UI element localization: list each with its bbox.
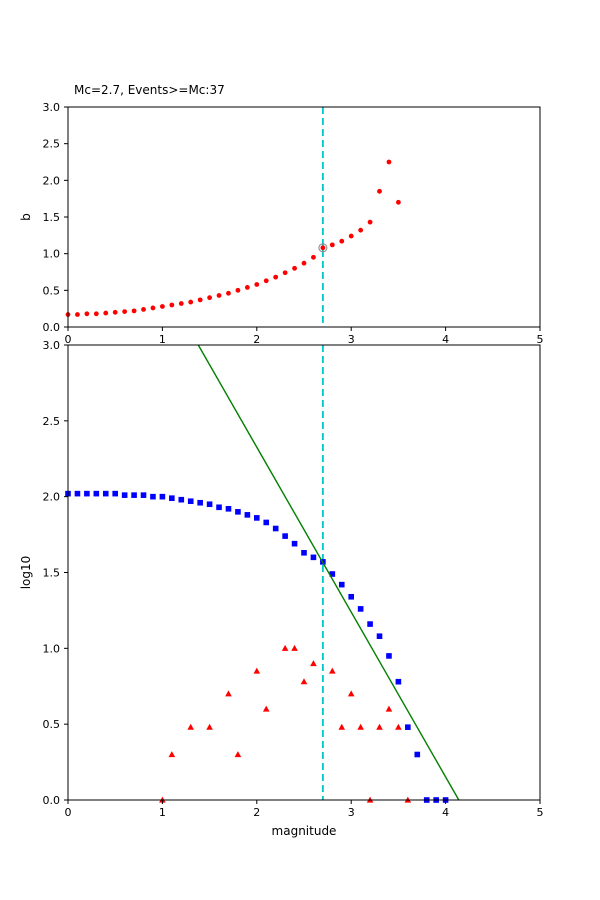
x-tick-label: 4: [442, 333, 449, 346]
x-tick-label: 1: [159, 333, 166, 346]
y-tick-label: 2.5: [43, 415, 61, 428]
y-tick-label: 0.5: [43, 718, 61, 731]
b-at-mc-marker: [318, 243, 328, 253]
cumulative-event-count-log10: [65, 490, 449, 803]
x-tick-label: 2: [253, 333, 260, 346]
y-tick-label: 1.0: [43, 642, 61, 655]
y-tick-label: 2.0: [43, 174, 61, 187]
x-tick-label: 1: [159, 806, 166, 819]
y-tick-label: 2.0: [43, 491, 61, 504]
x-tick-label: 3: [348, 333, 355, 346]
y-tick-label: 2.5: [43, 138, 61, 151]
y-tick-label: 1.5: [43, 211, 61, 224]
subplot-1: 0 1 2 3 4 5 0.0 0.5 1.0 1.5 2.0 2.5 3.0 Mc=2.7, Event…: [19, 83, 544, 346]
y-tick-label: 3.0: [43, 339, 61, 352]
x-tick-label: 5: [537, 806, 544, 819]
y-tick-label: 1.5: [43, 567, 61, 580]
y-tick-label: 0.0: [43, 794, 61, 807]
x-axis-label: magnitude: [272, 824, 337, 838]
axes-frame: [67, 344, 541, 801]
y-axis-label: log10: [19, 556, 33, 590]
x-tick-label: 4: [442, 806, 449, 819]
chart-title: Mc=2.7, Events>=Mc:37: [74, 83, 225, 97]
y-tick-label: 3.0: [43, 101, 61, 114]
x-tick-label: 0: [65, 806, 72, 819]
x-tick-label: 0: [65, 333, 72, 346]
y-tick-label: 1.0: [43, 248, 61, 261]
subplot-2: 0 1 2 3 4 5 0.0 0.5 1.0 1.5 2.0 2.5 3.0 magnitude log1…: [19, 339, 544, 838]
x-tick-label: 2: [253, 806, 260, 819]
x-tick-label: 3: [348, 806, 355, 819]
axes-frame: [67, 106, 541, 328]
binned-event-count-log10: [159, 644, 412, 803]
y-tick-label: 0.5: [43, 284, 61, 297]
gutenberg-richter-fit-line: [197, 344, 460, 801]
x-tick-label: 5: [537, 333, 544, 346]
y-axis-label: b: [19, 213, 33, 221]
b-value-vs-magnitude-cutoff: [65, 159, 401, 317]
y-tick-label: 0.0: [43, 321, 61, 334]
